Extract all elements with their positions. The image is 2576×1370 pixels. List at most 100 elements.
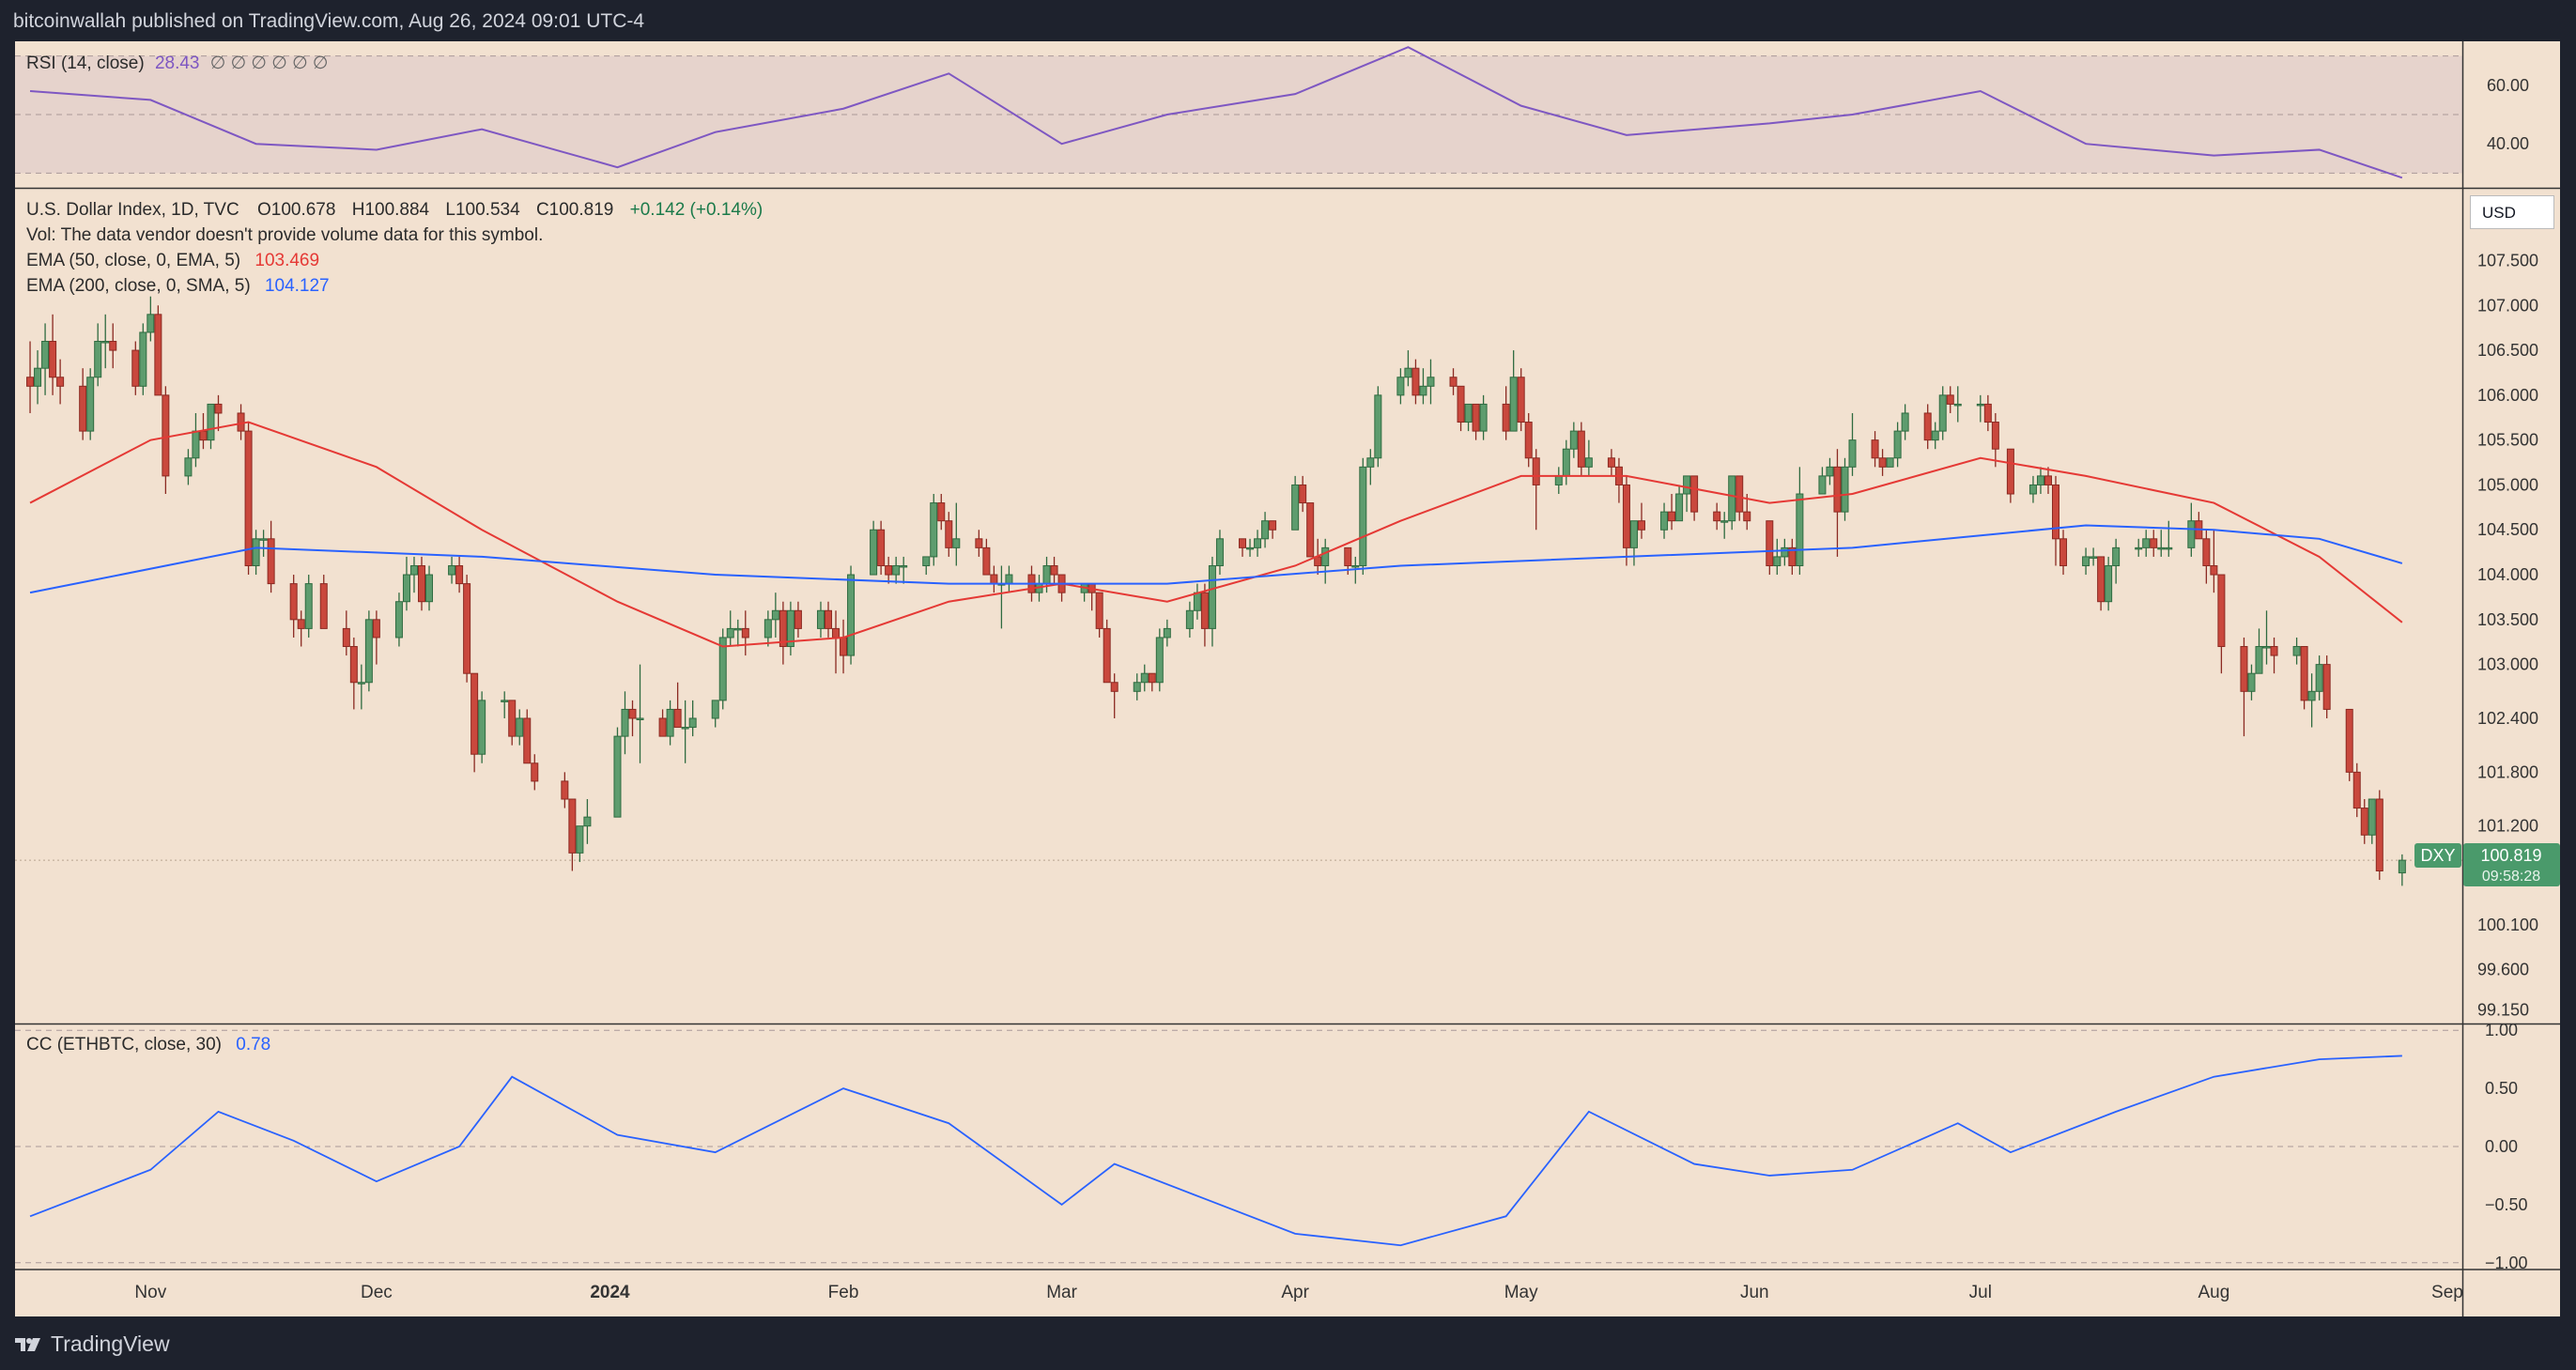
candle-body: [621, 708, 629, 737]
candle-body: [1878, 457, 1887, 468]
badge-price: 100.819: [2480, 846, 2541, 865]
candle-body: [726, 627, 734, 639]
rsi-line: [29, 46, 2403, 179]
candle-body: [2255, 646, 2263, 674]
x-tick-label: Nov: [134, 1283, 166, 1302]
tradingview-logo[interactable]: TradingView: [15, 1332, 170, 1357]
candle-body: [952, 538, 961, 548]
candle-body: [2202, 538, 2211, 566]
rsi-flags: ∅ ∅ ∅ ∅ ∅ ∅: [209, 54, 329, 73]
candle-body: [1983, 403, 1992, 423]
candle-body: [824, 609, 832, 629]
candle-body: [2112, 546, 2121, 566]
cc-tick-label: −1.00: [2485, 1254, 2528, 1272]
candle-body: [297, 619, 305, 629]
candle-body: [1524, 422, 1533, 459]
x-tick-label: Dec: [361, 1283, 393, 1302]
price-grid: [15, 859, 2462, 1264]
ohlc-close: C100.819: [535, 200, 614, 220]
candle-body: [613, 735, 622, 818]
chart-area[interactable]: 60.00 40.00 107.500 107.000 106.500 106.000 10…: [15, 41, 2560, 1316]
candle-body: [1562, 448, 1570, 477]
candle-body: [2044, 475, 2052, 485]
candle-body: [937, 502, 946, 522]
candle-body: [1637, 520, 1645, 531]
candle-body: [832, 627, 841, 639]
price-tick-label: 104.000: [2477, 565, 2538, 584]
candle-body: [2105, 564, 2113, 603]
candle-body: [2157, 546, 2166, 550]
pane-frame: [15, 41, 2560, 1316]
candle-body: [666, 708, 674, 737]
candle-body: [1419, 385, 1427, 396]
candle-body: [786, 609, 794, 648]
candle-body: [26, 377, 35, 387]
candle-body: [131, 349, 140, 387]
publisher-bar: bitcoinwallah published on TradingView.c…: [0, 0, 2576, 41]
candle-body: [1690, 475, 1699, 513]
candle-body: [244, 430, 253, 566]
candle-body: [583, 816, 592, 827]
candle-body: [1938, 394, 1947, 432]
candle-body: [1629, 520, 1638, 548]
candle-body: [1728, 475, 1736, 522]
candle-body: [1359, 466, 1367, 566]
ohlc-change: +0.142 (+0.14%): [629, 200, 764, 220]
ema50-legend[interactable]: EMA (50, close, 0, EMA, 5) 103.469: [26, 251, 319, 271]
candle-body: [2375, 798, 2383, 871]
symbol-legend[interactable]: U.S. Dollar Index, 1D, TVC O100.678 H100…: [26, 200, 763, 221]
candle-body: [2368, 798, 2376, 836]
candle-body: [94, 341, 102, 378]
candle-body: [870, 529, 878, 576]
candle-body: [2345, 708, 2353, 773]
cc-tick-label: 1.00: [2485, 1021, 2518, 1039]
candle-body: [470, 672, 479, 755]
candle-body: [342, 627, 350, 648]
candle-body: [34, 367, 42, 387]
candle-body: [1479, 403, 1488, 432]
x-tick-label: May: [1504, 1283, 1538, 1302]
candle-body: [1155, 637, 1164, 684]
candle-body: [448, 564, 456, 576]
candle-body: [1261, 520, 1270, 540]
rsi-guides: [15, 55, 2462, 174]
x-tick-label: Jun: [1740, 1283, 1769, 1302]
candle-body: [1532, 457, 1540, 485]
price-tick-label: 105.000: [2477, 475, 2538, 494]
candle-body: [764, 619, 772, 639]
candle-body: [417, 564, 425, 603]
rsi-tick-label: 60.00: [2487, 76, 2529, 95]
candle-body: [1713, 511, 1721, 522]
candle-body: [425, 574, 434, 603]
candle-body: [1464, 403, 1473, 423]
vol-note-text: Vol: The data vendor doesn't provide vol…: [26, 225, 544, 245]
ema50-value: 103.469: [255, 251, 320, 270]
candle-body: [162, 394, 170, 477]
x-tick-label: Apr: [1281, 1283, 1309, 1302]
candle-body: [1871, 439, 1879, 459]
ema50-line: [29, 421, 2403, 648]
chart-canvas[interactable]: 60.00 40.00 107.500 107.000 106.500 106.000 10…: [15, 41, 2560, 1316]
candle-body: [2135, 546, 2143, 550]
cc-legend[interactable]: CC (ETHBTC, close, 30) 0.78: [26, 1035, 270, 1055]
candle-body: [1200, 592, 1209, 629]
candle-body: [147, 314, 155, 333]
candle-body: [516, 717, 524, 737]
cc-tick-label: −0.50: [2485, 1195, 2528, 1214]
ema200-legend[interactable]: EMA (200, close, 0, SMA, 5) 104.127: [26, 276, 330, 297]
ohlc-open: O100.678: [256, 200, 336, 220]
candle-body: [319, 583, 328, 629]
candle-body: [628, 708, 637, 719]
candle-body: [1976, 403, 1984, 407]
currency-button[interactable]: USD: [2470, 195, 2554, 229]
candle-body: [531, 762, 539, 782]
candle-body: [1291, 484, 1300, 531]
plot-marks: [26, 46, 2406, 1247]
candle-body: [1517, 377, 1525, 423]
candle-body: [1766, 520, 1774, 566]
candle-body: [2006, 448, 2014, 495]
candle-body: [508, 700, 517, 737]
rsi-legend[interactable]: RSI (14, close) 28.43 ∅ ∅ ∅ ∅ ∅ ∅: [26, 53, 328, 74]
candle-body: [409, 564, 418, 576]
rsi-value: 28.43: [154, 54, 200, 73]
